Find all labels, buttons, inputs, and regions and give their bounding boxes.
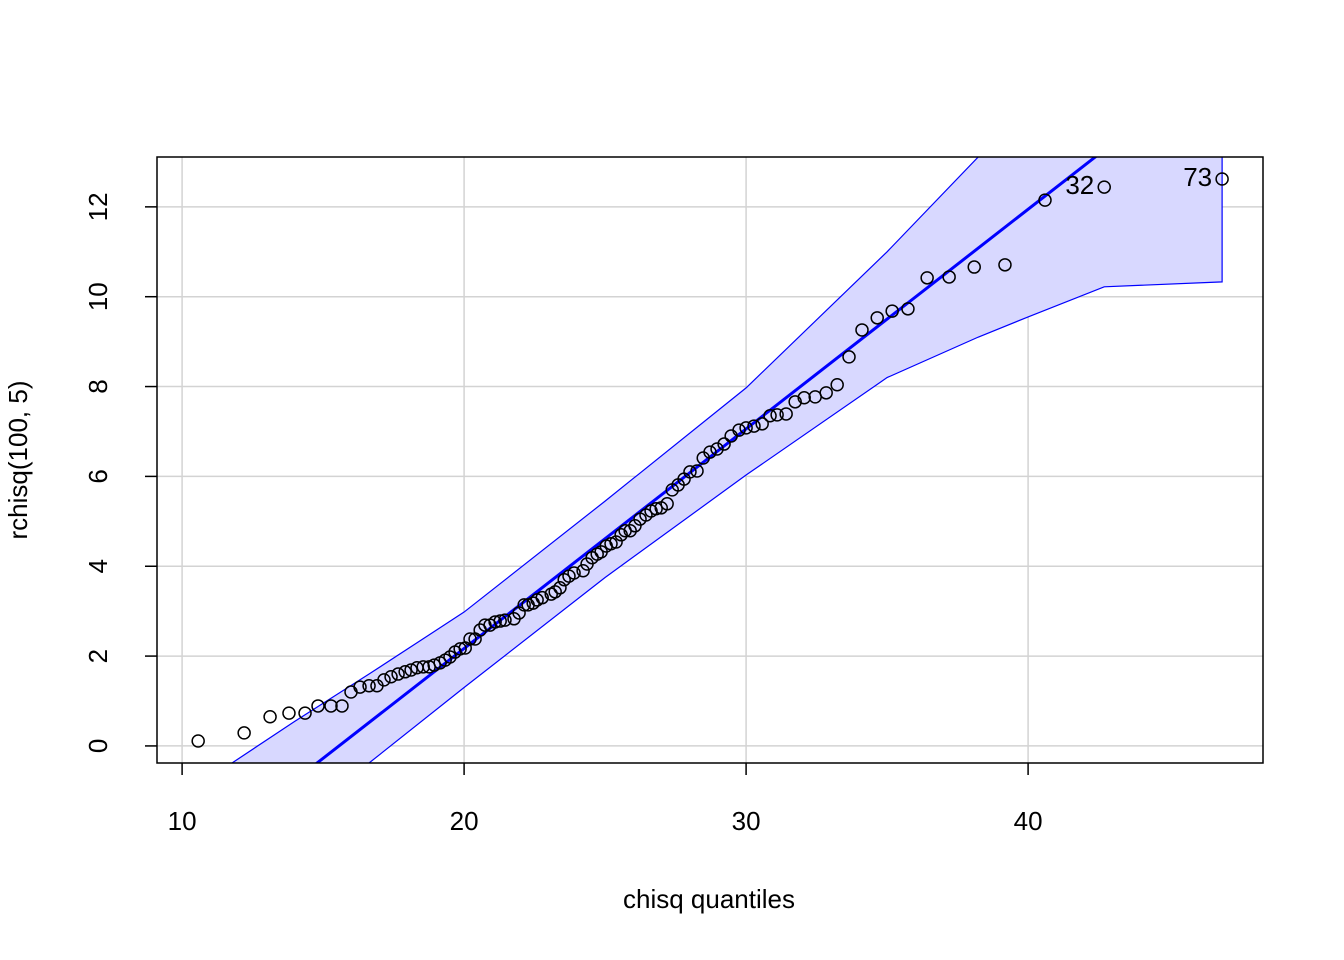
x-tick-label: 40 [1014,806,1043,836]
point [1215,172,1229,186]
point [830,378,844,392]
point [324,699,338,713]
point [391,667,405,681]
x-tick-label: 10 [168,806,197,836]
point [660,497,674,511]
point [237,726,251,740]
y-tick-label: 6 [83,469,113,483]
point [842,350,856,364]
x-tick-label: 20 [450,806,479,836]
point [901,302,915,316]
point [1097,180,1111,194]
point [362,678,376,693]
point [788,395,802,409]
point [335,699,349,713]
point [614,528,628,542]
point [488,615,502,629]
point [298,706,312,720]
point [732,423,746,437]
point [628,519,642,533]
point [535,590,549,605]
point [623,524,637,538]
y-tick-label: 10 [83,282,113,311]
point [967,260,981,274]
y-tick-label: 0 [83,739,113,753]
point [517,598,531,612]
point [739,421,753,435]
point [548,585,562,599]
point [703,445,717,459]
point [998,258,1012,272]
point [942,270,956,284]
point-label: 32 [1065,170,1094,200]
point [710,442,724,456]
point [398,665,412,679]
point [498,613,512,627]
point [478,618,492,632]
point [870,311,884,325]
point [755,417,769,431]
point [885,304,899,318]
point [717,437,731,451]
point-label: 73 [1183,162,1212,192]
point [779,407,793,421]
point [377,673,391,687]
point [797,391,811,405]
y-tick-label: 8 [83,379,113,393]
point [763,409,777,423]
point [282,706,296,720]
point [1038,193,1052,207]
point [263,709,277,724]
point [493,614,507,628]
y-axis-title: rchisq(100, 5) [3,381,33,540]
point [443,650,457,664]
point [427,658,441,672]
point [453,642,467,656]
point [819,386,833,400]
point [576,563,590,578]
y-tick-label: 4 [83,559,113,573]
point [747,419,761,433]
point [463,632,477,646]
plot-frame [156,156,1264,764]
y-tick-label: 12 [83,192,113,221]
point [404,663,418,677]
x-axis-title: chisq quantiles [623,884,795,914]
point [567,566,581,580]
point [690,464,704,478]
point [920,271,934,285]
point [855,323,869,337]
confidence-band [231,157,1223,763]
point [384,669,398,684]
plot-area [191,157,1229,763]
point [353,680,367,694]
point [609,535,623,549]
y-tick-label: 2 [83,649,113,663]
point [683,465,697,479]
x-tick-label: 30 [732,806,761,836]
point [311,699,325,713]
point [649,501,663,516]
point [553,581,567,595]
point [770,408,784,422]
point [191,734,205,748]
